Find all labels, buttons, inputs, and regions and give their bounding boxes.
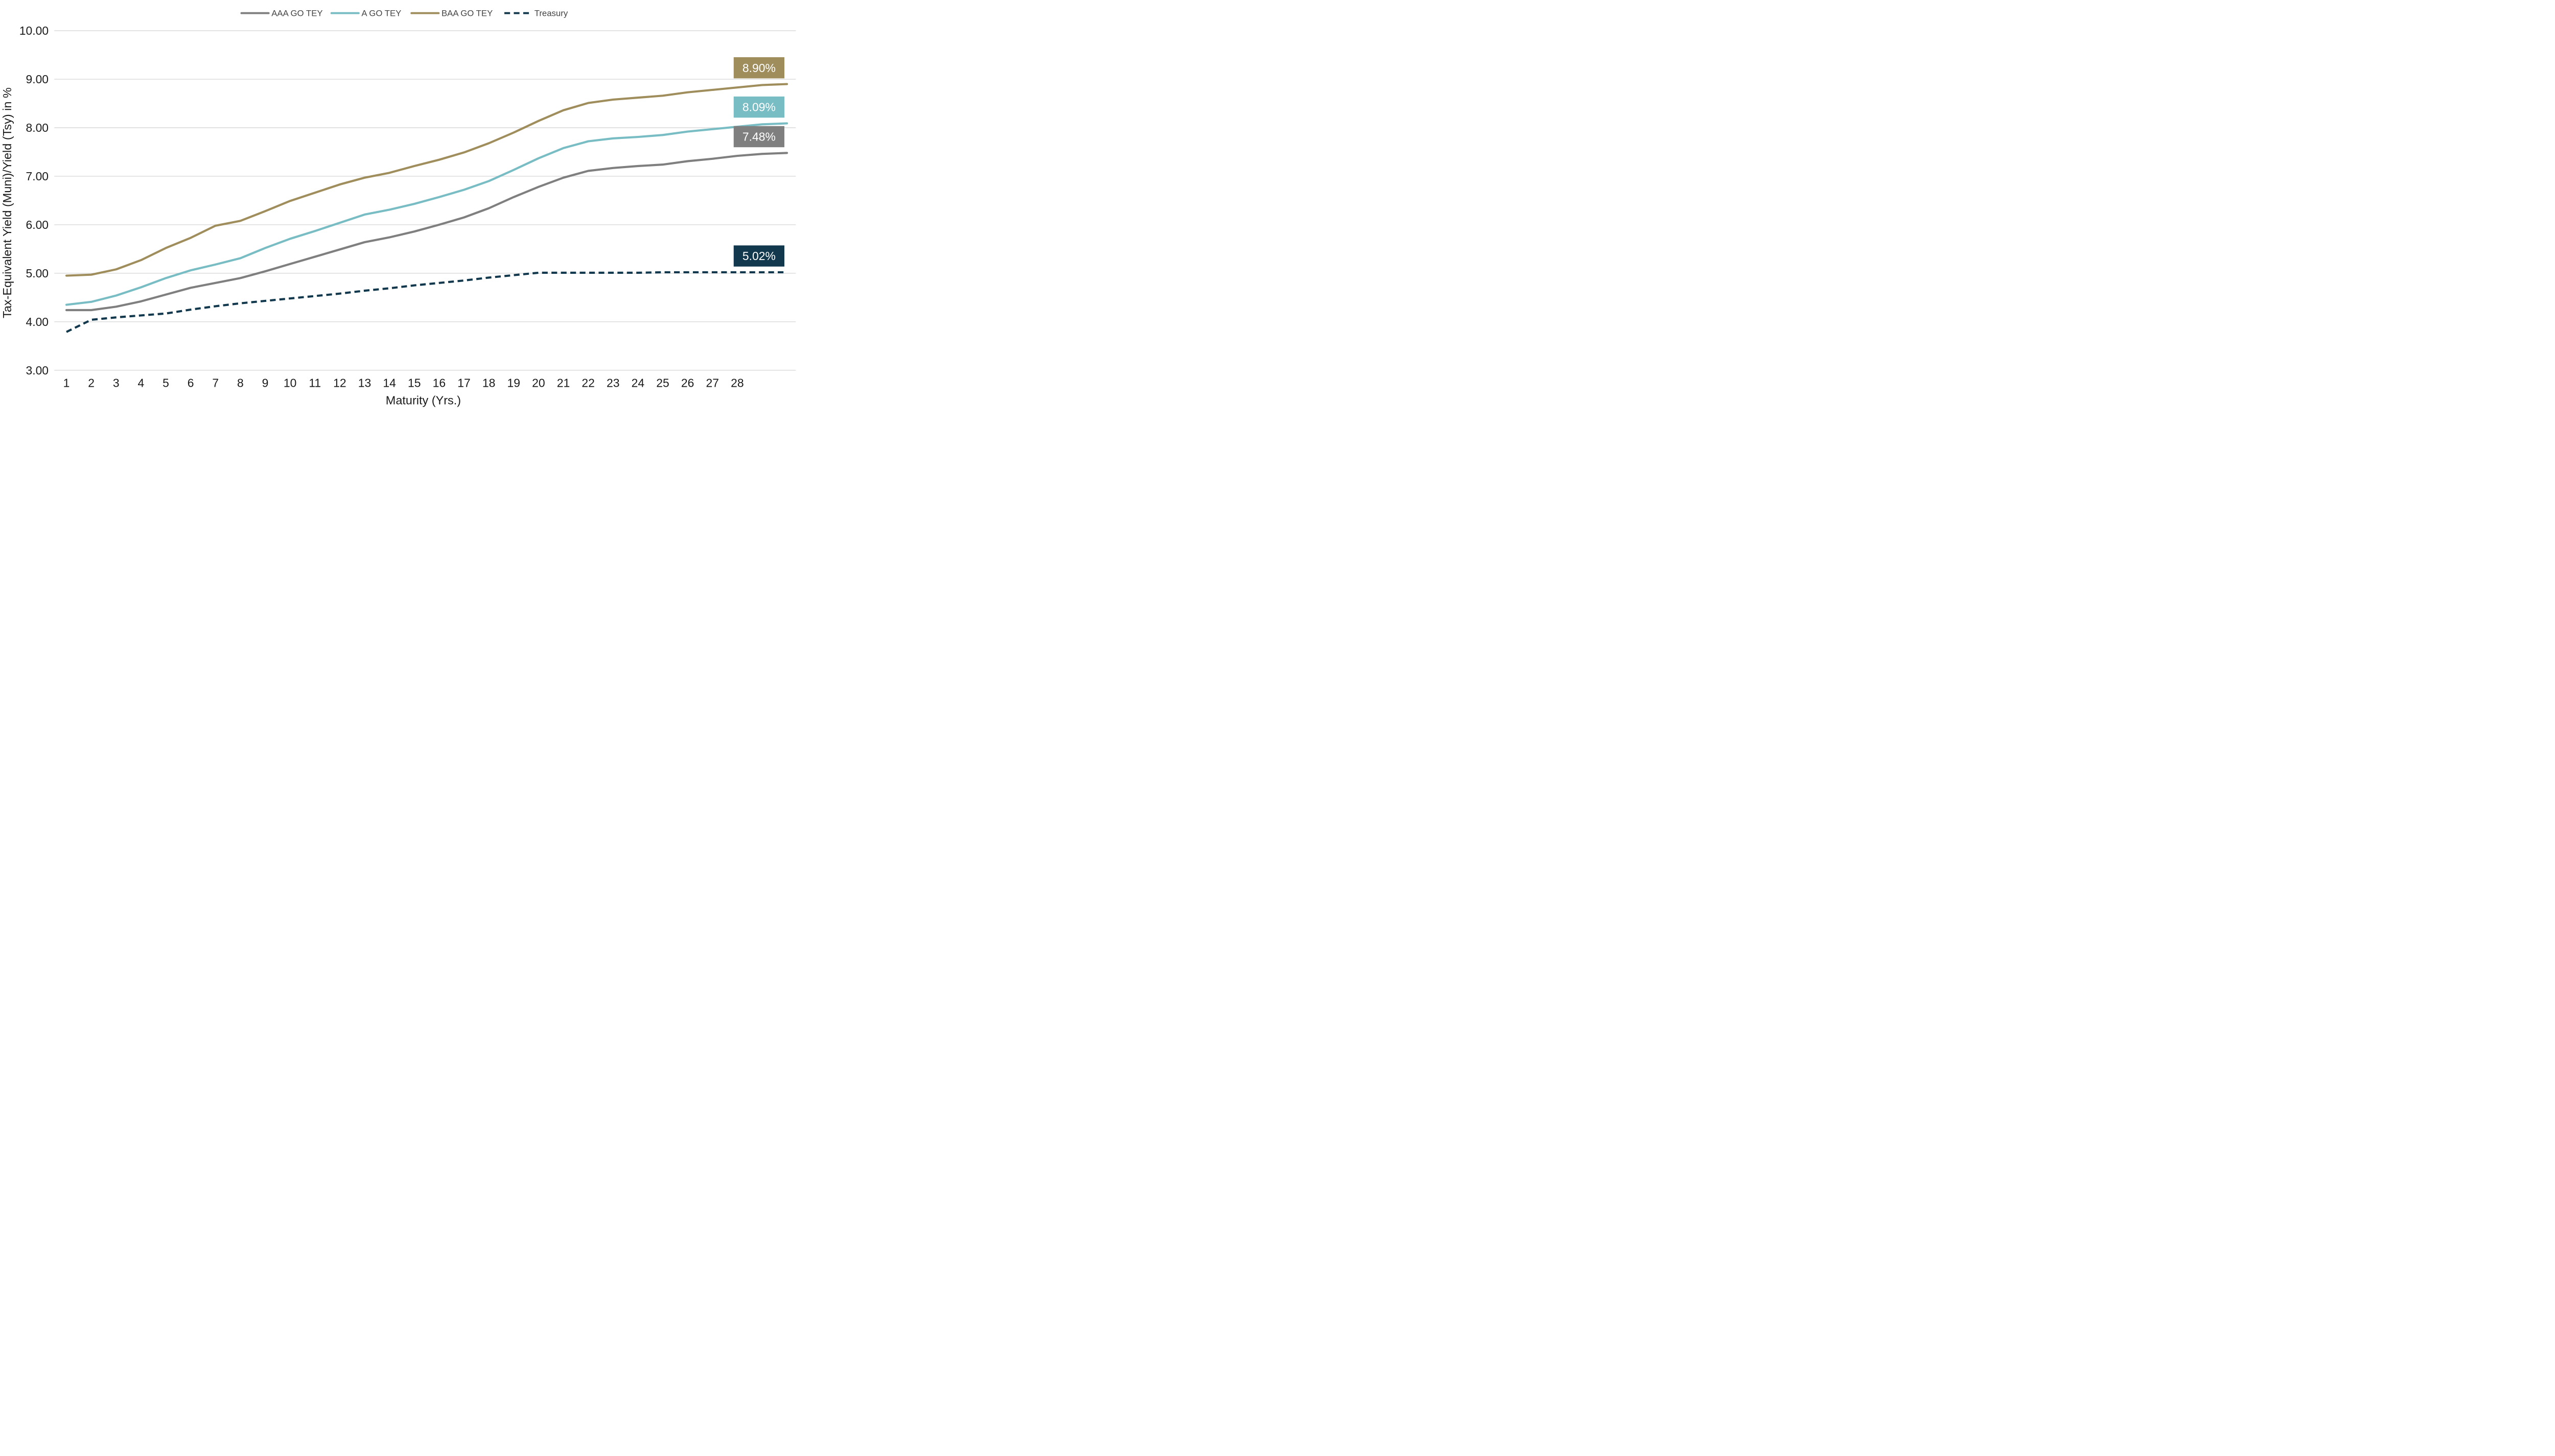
x-tick-label: 17 bbox=[457, 377, 470, 390]
x-tick-label: 26 bbox=[681, 377, 694, 390]
x-tick-label: 11 bbox=[309, 377, 321, 390]
end-label-box bbox=[733, 245, 785, 267]
y-tick-label: 10.00 bbox=[19, 24, 49, 37]
y-tick-label: 5.00 bbox=[26, 267, 49, 280]
x-tick-label: 16 bbox=[433, 377, 446, 390]
legend-label: A GO TEY bbox=[361, 9, 401, 18]
x-tick-label: 18 bbox=[482, 377, 495, 390]
x-axis-title: Maturity (Yrs.) bbox=[386, 393, 461, 407]
x-tick-label: 23 bbox=[607, 377, 619, 390]
x-tick-label: 5 bbox=[162, 377, 169, 390]
y-axis-title: Tax-Equivalent Yield (Muni)/Yield (Tsy) … bbox=[1, 87, 14, 318]
x-tick-label: 13 bbox=[358, 377, 371, 390]
y-tick-label: 9.00 bbox=[26, 73, 49, 86]
series-line-a-go-tey bbox=[65, 122, 788, 306]
end-label-box bbox=[733, 57, 785, 79]
end-label-box bbox=[733, 96, 785, 118]
legend-item-treasury: Treasury bbox=[504, 9, 568, 18]
y-tick-label: 6.00 bbox=[26, 218, 49, 231]
end-label-a-go-tey: 8.09% bbox=[733, 96, 785, 118]
legend-item-aaa-go-tey: AAA GO TEY bbox=[240, 9, 323, 18]
x-tick-label: 14 bbox=[383, 377, 396, 390]
end-label-text: 8.09% bbox=[742, 101, 776, 114]
end-label-text: 5.02% bbox=[742, 249, 776, 263]
x-tick-label: 6 bbox=[188, 377, 194, 390]
x-tick-label: 10 bbox=[284, 377, 296, 390]
series-line-treasury bbox=[66, 271, 787, 333]
x-tick-label: 27 bbox=[706, 377, 718, 390]
x-tick-label: 25 bbox=[656, 377, 669, 390]
legend-item-a-go-tey: A GO TEY bbox=[330, 9, 401, 18]
y-tick-label: 7.00 bbox=[26, 170, 49, 183]
x-tick-label: 24 bbox=[632, 377, 645, 390]
x-tick-label: 28 bbox=[731, 377, 744, 390]
x-tick-label: 8 bbox=[237, 377, 244, 390]
x-tick-label: 15 bbox=[408, 377, 421, 390]
x-tick-label: 21 bbox=[557, 377, 570, 390]
legend-item-baa-go-tey: BAA GO TEY bbox=[410, 9, 493, 18]
x-tick-label: 9 bbox=[262, 377, 269, 390]
end-label-text: 7.48% bbox=[742, 130, 776, 144]
end-label-box bbox=[733, 126, 785, 148]
x-tick-label: 3 bbox=[113, 377, 120, 390]
x-tick-label: 7 bbox=[212, 377, 219, 390]
end-label-aaa-go-tey: 7.48% bbox=[733, 126, 785, 148]
x-tick-label: 22 bbox=[582, 377, 594, 390]
legend-label: AAA GO TEY bbox=[271, 9, 322, 18]
end-label-baa-go-tey: 8.90% bbox=[733, 57, 785, 79]
x-tick-label: 12 bbox=[333, 377, 346, 390]
series-line-aaa-go-tey bbox=[65, 152, 788, 312]
legend-label: Treasury bbox=[535, 9, 568, 18]
x-tick-label: 4 bbox=[138, 377, 145, 390]
series-line-baa-go-tey bbox=[65, 83, 788, 277]
x-tick-label: 19 bbox=[507, 377, 520, 390]
x-tick-label: 2 bbox=[88, 377, 95, 390]
y-tick-label: 8.00 bbox=[26, 121, 49, 134]
end-label-treasury: 5.02% bbox=[733, 245, 785, 267]
x-tick-label: 1 bbox=[63, 377, 70, 390]
legend-label: BAA GO TEY bbox=[442, 9, 493, 18]
y-tick-label: 4.00 bbox=[26, 315, 49, 328]
y-tick-label: 3.00 bbox=[26, 364, 49, 377]
x-tick-label: 20 bbox=[532, 377, 545, 390]
end-label-text: 8.90% bbox=[742, 61, 776, 75]
